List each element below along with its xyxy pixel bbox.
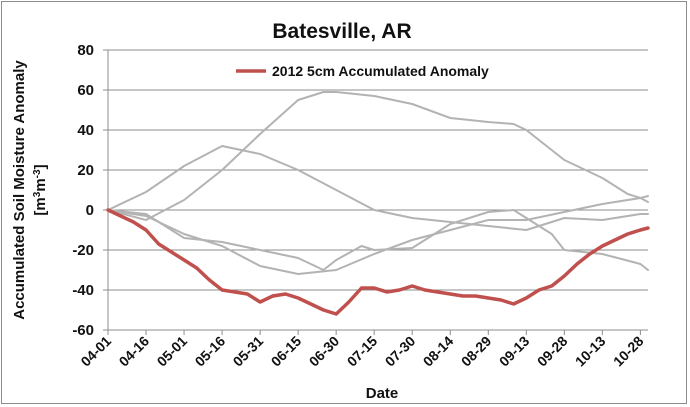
x-tick-label: 06-15 [268,333,305,370]
y-tick-label: 20 [77,162,94,179]
y-tick-label: 40 [77,122,94,139]
x-tick-label: 09-13 [496,333,533,370]
x-tick-labels: 04-01 04-16 05-01 05-16 05-31 06-15 06-30 07-15… [77,333,646,370]
y-tick-label: 0 [86,202,94,219]
y-tick-label: -60 [72,322,94,339]
x-tick-label: 10-28 [610,333,647,370]
x-tick-label: 07-15 [344,333,381,370]
x-tick-label: 09-28 [534,333,571,370]
y-tick-label: -40 [72,282,94,299]
x-tick-label: 05-01 [154,333,191,370]
x-tick-label: 05-16 [192,333,229,370]
series-other-year-line [107,209,649,271]
y-tick-label: 60 [77,82,94,99]
x-tick-label: 08-14 [420,333,457,370]
series-2012-line [106,208,650,316]
y-tick-label: -20 [72,242,94,259]
series-other-year-line [107,145,649,231]
y-axis-title: Accumulated Soil Moisture Anomaly [11,60,28,320]
legend-label: 2012 5cm Accumulated Anomaly [272,63,489,79]
series-other-year-line [107,91,649,221]
y-tick-labels: -60 -40 -20 0 20 40 60 80 [72,42,94,339]
x-tick-label: 04-16 [116,333,153,370]
legend: 2012 5cm Accumulated Anomaly [236,63,489,79]
x-tick-label: 06-30 [306,333,343,370]
gridlines [103,49,648,335]
x-tick-label: 10-13 [572,333,609,370]
x-axis-title: Date [366,385,399,402]
x-tick-label: 08-29 [458,333,495,370]
chart-title: Batesville, AR [272,20,411,43]
y-tick-label: 80 [77,42,94,59]
series-lines [106,91,650,316]
x-tick-label: 05-31 [230,333,267,370]
x-tick-label: 07-30 [382,333,419,370]
series-other-year-line [107,195,649,275]
y-axis-units: [m3m-3] [32,164,50,215]
